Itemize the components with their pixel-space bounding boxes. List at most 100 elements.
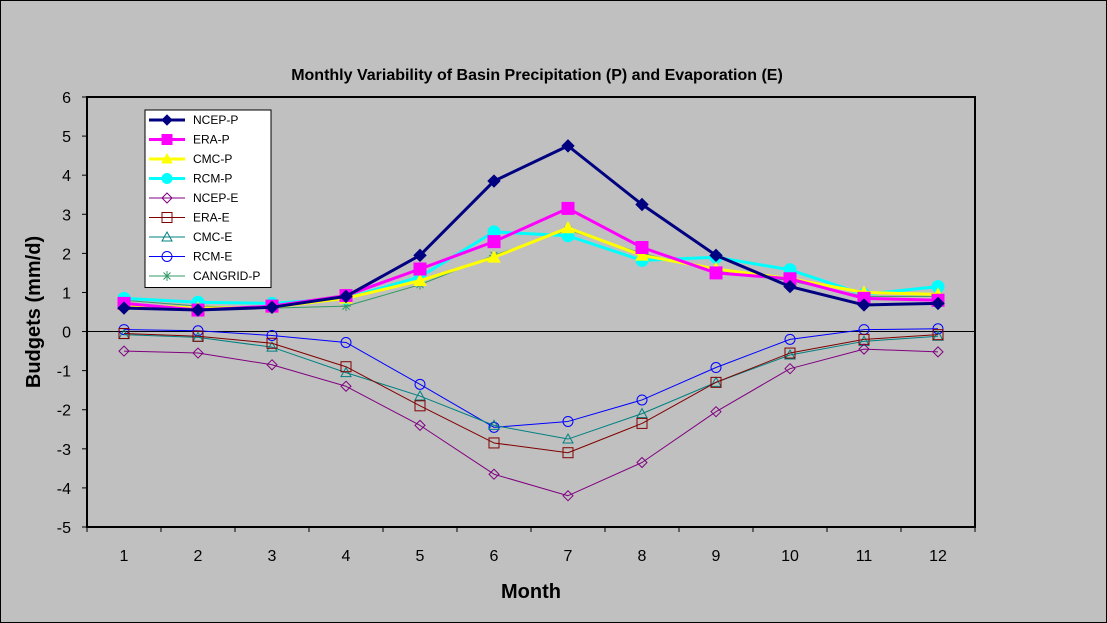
legend-item: RCM-P xyxy=(149,172,232,186)
data-point xyxy=(414,390,426,401)
series-line xyxy=(123,230,939,305)
legend-item: NCEP-E xyxy=(149,191,238,205)
y-tick-label: 5 xyxy=(62,129,71,146)
series-layer xyxy=(117,139,945,502)
data-point xyxy=(562,447,574,459)
data-point xyxy=(161,251,173,262)
data-point xyxy=(161,114,173,126)
data-point xyxy=(858,343,870,355)
x-tick-label: 3 xyxy=(268,548,277,565)
y-axis-title: Budgets (mm/d) xyxy=(23,236,45,388)
x-tick-label: 7 xyxy=(564,548,573,565)
data-point xyxy=(487,174,501,188)
data-point xyxy=(266,341,278,352)
y-tick-label: -4 xyxy=(57,481,71,498)
data-point xyxy=(413,248,427,263)
legend-item: ERA-P xyxy=(149,133,230,147)
legend-label: ERA-P xyxy=(193,133,230,147)
y-tick-label: 2 xyxy=(62,246,71,263)
x-tick-label: 6 xyxy=(490,548,499,565)
data-point xyxy=(784,362,796,375)
data-point xyxy=(931,296,945,311)
data-point xyxy=(488,437,500,449)
data-point xyxy=(161,230,173,242)
data-point xyxy=(340,336,352,348)
data-point xyxy=(414,378,426,390)
x-tick-label: 12 xyxy=(929,548,947,565)
data-point xyxy=(635,241,649,254)
data-point xyxy=(162,271,172,281)
data-point xyxy=(636,407,648,419)
data-point xyxy=(562,490,574,502)
series-line xyxy=(123,333,939,454)
x-axis: 1 2 3 4 5 6 7 8 9 10 11 12 xyxy=(86,527,976,565)
data-point xyxy=(265,300,279,315)
series-line xyxy=(123,348,939,497)
data-point xyxy=(340,361,352,373)
data-point xyxy=(784,347,796,359)
data-point xyxy=(636,417,648,429)
data-point xyxy=(191,303,205,317)
y-axis: -5 -4 -3 -2 -1 0 1 2 3 4 5 6 xyxy=(57,90,87,537)
legend-label: ERA-E xyxy=(193,211,230,225)
y-tick-label: -2 xyxy=(57,403,71,420)
data-point xyxy=(635,197,649,212)
y-tick-label: 1 xyxy=(62,285,71,302)
legend: NCEP-P ERA-P CMC-P RCM-P NCEP-E ERA-E CMC-E RCM… xyxy=(144,109,272,288)
series-line xyxy=(123,144,939,312)
data-point xyxy=(266,329,278,341)
x-tick-label: 1 xyxy=(120,548,129,565)
data-point xyxy=(161,192,173,204)
data-point xyxy=(414,419,426,432)
data-point xyxy=(487,235,501,249)
data-point xyxy=(266,337,278,349)
series-ncep-p xyxy=(117,139,945,317)
data-point xyxy=(784,333,796,345)
data-point xyxy=(932,330,944,341)
data-point xyxy=(932,329,944,341)
x-tick-label: 8 xyxy=(638,548,647,565)
data-point xyxy=(488,421,500,433)
x-axis-title: Month xyxy=(501,581,561,603)
data-point xyxy=(413,273,427,287)
series-line xyxy=(123,334,939,440)
data-point xyxy=(161,152,173,164)
y-tick-label: 4 xyxy=(62,168,71,185)
y-tick-label: 3 xyxy=(62,207,71,224)
y-tick-label: -3 xyxy=(57,442,71,459)
chart-title: Monthly Variability of Basin Precipitati… xyxy=(291,67,783,84)
data-point xyxy=(192,347,204,359)
data-point xyxy=(562,433,574,444)
legend-label: CANGRID-P xyxy=(193,269,260,283)
data-point xyxy=(561,139,575,153)
series-ncep-e xyxy=(118,343,944,502)
data-point xyxy=(339,289,353,304)
x-tick-label: 4 xyxy=(342,548,351,565)
x-tick-label: 2 xyxy=(194,548,203,565)
y-tick-label: 0 xyxy=(62,325,71,342)
data-point xyxy=(635,248,649,261)
legend-label: RCM-P xyxy=(193,172,232,186)
data-point xyxy=(161,134,173,145)
data-point xyxy=(858,335,870,346)
data-point xyxy=(266,359,278,371)
data-point xyxy=(192,330,204,342)
data-point xyxy=(783,279,797,294)
x-tick-label: 9 xyxy=(712,548,721,565)
legend-item: CMC-E xyxy=(149,230,232,244)
legend-item: NCEP-P xyxy=(149,113,238,127)
data-point xyxy=(413,262,427,276)
x-tick-label: 10 xyxy=(781,548,799,565)
data-point xyxy=(561,201,575,215)
data-point xyxy=(932,323,944,335)
data-point xyxy=(161,212,173,223)
data-point xyxy=(857,298,871,312)
data-point xyxy=(341,301,351,312)
data-point xyxy=(118,345,130,357)
legend-item: CMC-P xyxy=(149,152,232,166)
series-line xyxy=(123,328,939,428)
data-point xyxy=(636,394,648,406)
legend-item: RCM-E xyxy=(149,250,232,264)
series-era-e xyxy=(118,328,944,459)
